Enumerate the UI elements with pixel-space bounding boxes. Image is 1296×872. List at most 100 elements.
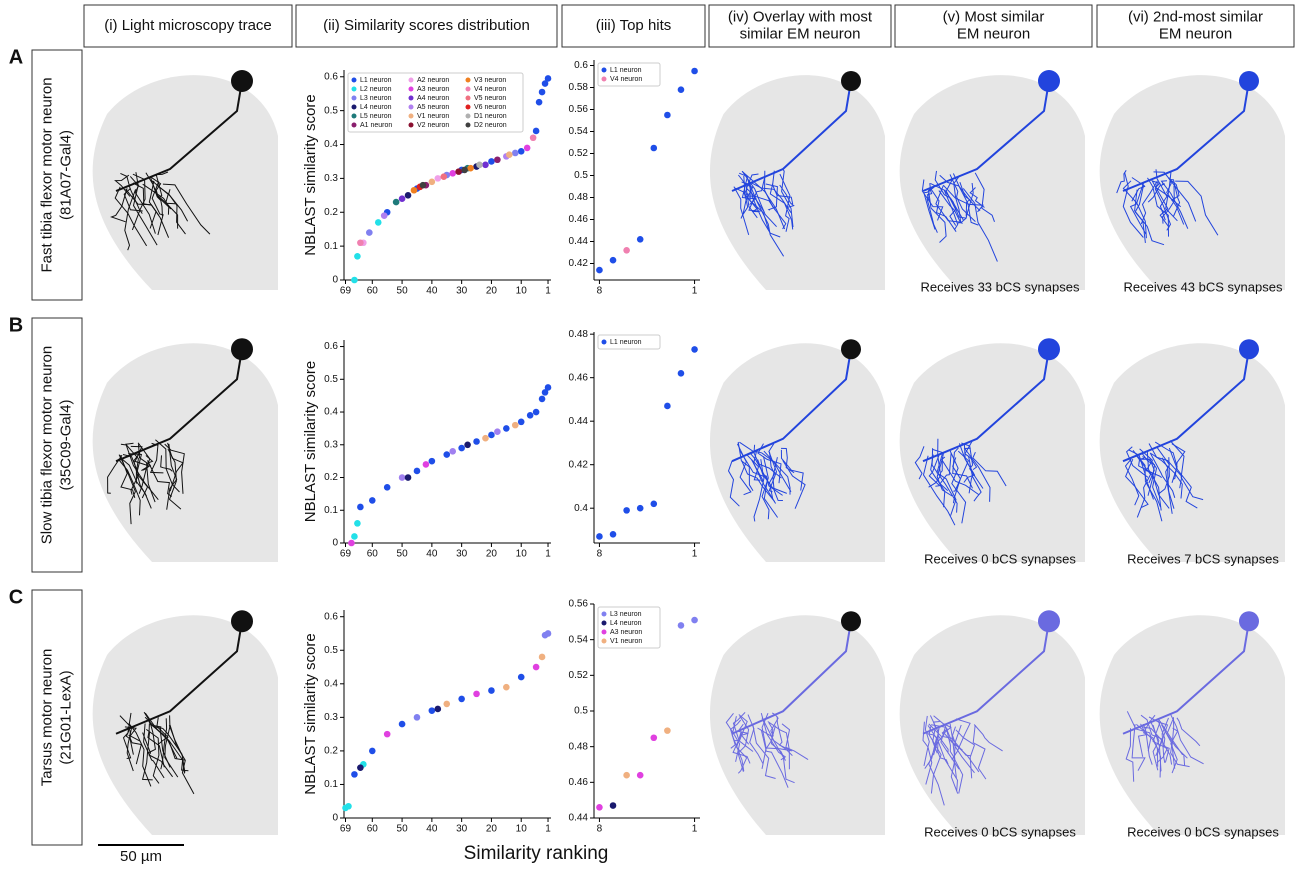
- neurite: [1143, 726, 1173, 765]
- neurite: [144, 712, 186, 761]
- legend-label: A1 neuron: [360, 122, 392, 129]
- point: [511, 149, 519, 157]
- point: [413, 714, 421, 721]
- neurite: [757, 443, 782, 484]
- legend-label: V3 neuron: [474, 77, 506, 84]
- y-tick-label: 0.5: [574, 706, 588, 717]
- neurite: [751, 459, 777, 504]
- soma: [1038, 610, 1060, 633]
- point: [636, 504, 644, 512]
- neurite: [1160, 180, 1189, 229]
- row-letter: A: [9, 46, 23, 68]
- neurite: [923, 715, 930, 767]
- neurite: [933, 715, 975, 774]
- neurite: [922, 621, 1050, 735]
- point: [428, 178, 436, 186]
- legend-box: [597, 334, 661, 350]
- neurite: [1169, 712, 1204, 765]
- legend-marker: [601, 629, 607, 635]
- neurite: [747, 714, 764, 765]
- legend-marker: [601, 638, 607, 644]
- legend-label: V4 neuron: [610, 76, 642, 83]
- y-tick-label: 0.42: [569, 258, 589, 269]
- neurite: [734, 714, 748, 742]
- y-tick-label: 0.2: [324, 472, 338, 483]
- y-tick-label: 0.44: [569, 813, 589, 824]
- x-tick-label: 10: [516, 824, 528, 835]
- x-tick-label: 30: [456, 549, 468, 560]
- point: [410, 186, 418, 194]
- legend-marker: [408, 86, 414, 92]
- neurite: [741, 181, 770, 230]
- legend-label: L5 neuron: [360, 113, 392, 120]
- legend-marker: [351, 104, 357, 110]
- neurite: [753, 459, 765, 522]
- y-axis-label-group: NBLAST similarity score: [302, 633, 319, 794]
- neurite: [1142, 720, 1162, 778]
- neurite: [110, 188, 128, 223]
- x-tick-label: 10: [516, 286, 528, 297]
- neurite: [741, 460, 775, 502]
- neurite: [926, 183, 933, 204]
- point: [383, 730, 391, 738]
- legend-marker: [465, 122, 471, 128]
- point: [541, 631, 549, 639]
- neurite: [1122, 621, 1250, 735]
- column-header: (i) Light microscopy trace: [104, 17, 272, 34]
- point: [541, 389, 549, 396]
- y-tick-label: 0.1: [324, 241, 338, 252]
- x-tick-label: 50: [397, 549, 409, 560]
- neurite: [1131, 724, 1146, 771]
- x-tick-label: 60: [367, 549, 379, 560]
- point: [526, 412, 534, 419]
- neurite: [928, 723, 971, 757]
- point: [691, 67, 698, 75]
- caption: Receives 33 bCS synapses: [921, 279, 1080, 294]
- neurite: [733, 186, 750, 236]
- neurite: [1146, 449, 1160, 495]
- neurite: [962, 188, 998, 262]
- neurite: [1158, 719, 1186, 766]
- y-tick-label: 0: [332, 538, 338, 549]
- point: [636, 771, 644, 779]
- point: [503, 425, 510, 432]
- row-label-line: (35C09-Gal4): [57, 400, 74, 491]
- point: [677, 622, 685, 629]
- point: [636, 236, 644, 243]
- point: [538, 653, 546, 661]
- leg-outline: [899, 615, 1085, 835]
- soma: [1239, 339, 1259, 360]
- y-tick-label: 0.56: [569, 104, 589, 115]
- legend-label: V4 neuron: [474, 86, 506, 93]
- neurite: [930, 454, 946, 508]
- x-tick-label: 1: [692, 824, 698, 835]
- y-tick-label: 0.4: [324, 139, 338, 150]
- neurite: [731, 80, 852, 192]
- neurite: [1153, 171, 1197, 222]
- neurite: [120, 443, 139, 484]
- point: [677, 86, 685, 93]
- y-tick-label: 0.6: [574, 60, 588, 71]
- neurite: [1136, 724, 1159, 767]
- neurite: [126, 726, 134, 772]
- legend-marker: [465, 77, 471, 83]
- neurite: [1142, 456, 1161, 508]
- neurite: [167, 442, 184, 492]
- neurite: [146, 728, 160, 784]
- neurite: [760, 730, 789, 788]
- legend-marker: [601, 67, 607, 73]
- x-tick-label: 50: [397, 286, 409, 297]
- legend-label: D2 neuron: [474, 122, 507, 129]
- neurite: [964, 441, 978, 471]
- y-axis-label: NBLAST similarity score: [302, 94, 319, 255]
- legend-label: V1 neuron: [417, 113, 449, 120]
- x-tick-label: 30: [456, 824, 468, 835]
- y-tick-label: 0.48: [569, 192, 589, 203]
- neurite: [727, 460, 740, 507]
- x-tick-label: 30: [456, 286, 468, 297]
- neurite: [115, 621, 243, 735]
- neurite: [160, 718, 168, 770]
- point: [623, 247, 630, 254]
- x-tick-label: 1: [692, 286, 698, 297]
- point: [664, 402, 671, 410]
